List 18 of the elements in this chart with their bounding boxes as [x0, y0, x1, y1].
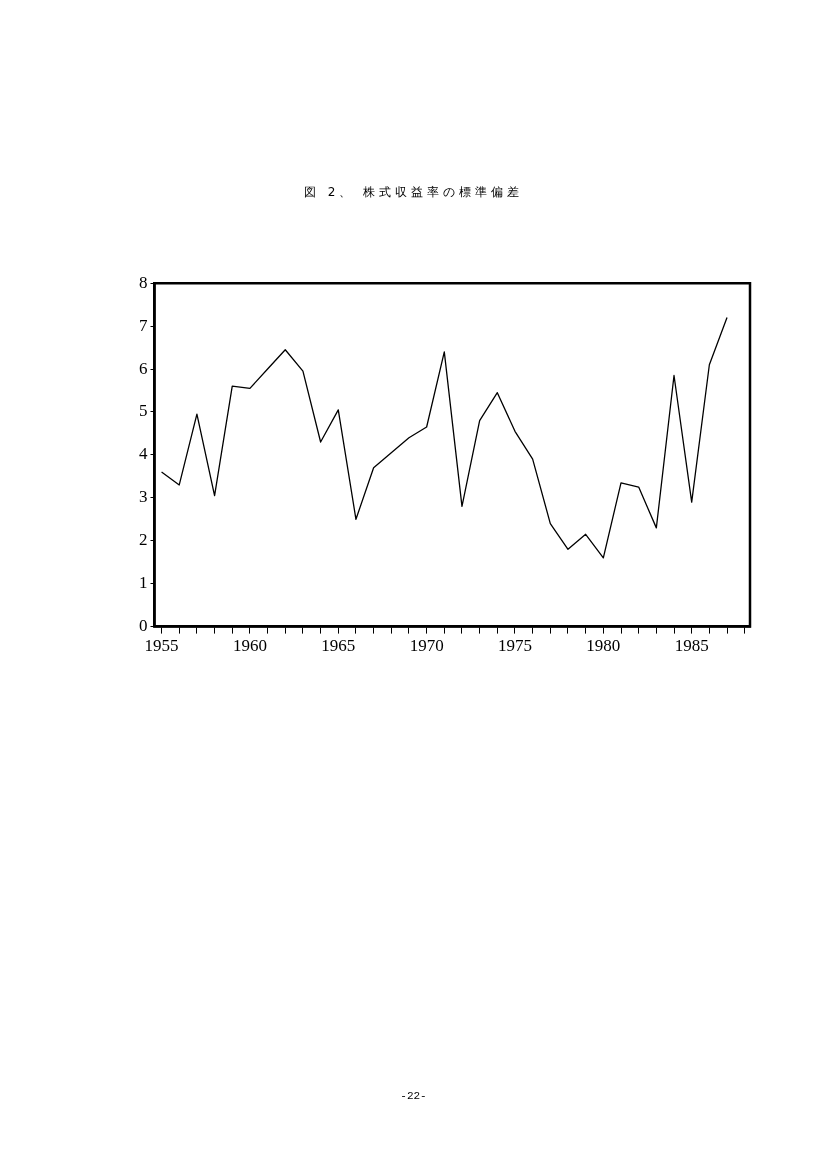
- y-tick-label: 8: [139, 272, 148, 292]
- x-tick-label: 1985: [674, 636, 709, 656]
- x-tick-label: 1975: [497, 636, 532, 656]
- text: -22-: [399, 1090, 428, 1102]
- x-tick-label: 1960: [232, 636, 267, 656]
- y-tick-label: 4: [139, 444, 148, 464]
- y-tick-label: 2: [139, 530, 148, 550]
- y-tick-label: 0: [139, 616, 148, 636]
- x-tick-label: 1965: [321, 636, 356, 656]
- y-tick-label: 5: [139, 401, 148, 421]
- x-tick-label: 1970: [409, 636, 444, 656]
- y-tick-label: 1: [139, 573, 148, 593]
- x-tick-label: 1980: [586, 636, 621, 656]
- y-tick-label: 7: [139, 315, 148, 335]
- x-tick-label: 1955: [144, 636, 179, 656]
- y-tick-label: 6: [139, 358, 148, 378]
- y-tick-label: 3: [139, 487, 148, 507]
- chart-title: 図 2、 株式収益率の標準偏差: [302, 184, 525, 201]
